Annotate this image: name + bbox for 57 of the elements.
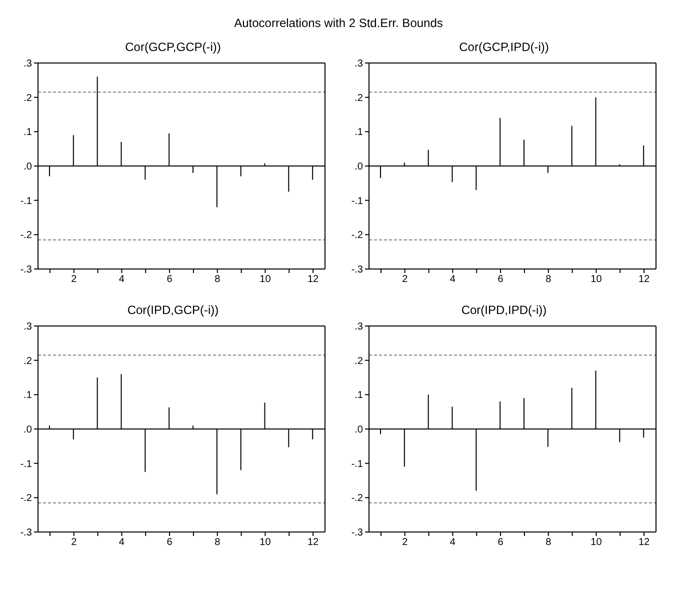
x-tick-label: 6 xyxy=(166,537,173,548)
y-tick-label: -.3 xyxy=(351,528,364,539)
x-tick-label: 2 xyxy=(71,274,78,286)
y-tick-label: -.2 xyxy=(351,230,364,242)
y-tick-label: -.2 xyxy=(20,493,32,504)
y-tick-label: .1 xyxy=(354,127,364,138)
y-tick-label: .2 xyxy=(354,92,364,104)
y-tick-label: -.1 xyxy=(351,196,364,207)
x-tick-label: 12 xyxy=(638,274,650,286)
y-tick-label: -.1 xyxy=(351,458,364,470)
y-tick-label: .3 xyxy=(24,322,32,333)
x-tick-label: 12 xyxy=(307,537,320,548)
x-tick-label: 12 xyxy=(638,537,650,548)
text: Autocorrelations with 2 Std.Err. Bounds xyxy=(234,16,443,30)
y-tick-label: -.1 xyxy=(20,458,32,470)
y-tick-label: .0 xyxy=(24,424,32,436)
x-tick-label: 6 xyxy=(166,274,173,286)
y-tick-label: -.3 xyxy=(20,528,32,539)
x-tick-label: 2 xyxy=(71,537,78,548)
x-tick-label: 4 xyxy=(450,274,456,286)
x-tick-label: 8 xyxy=(214,537,221,548)
x-tick-label: 6 xyxy=(498,537,504,548)
y-tick-label: .3 xyxy=(354,58,364,70)
x-tick-label: 6 xyxy=(498,274,504,286)
x-tick-label: 4 xyxy=(118,537,125,548)
y-tick-label: .0 xyxy=(354,424,364,436)
x-tick-label: 2 xyxy=(402,537,408,548)
y-tick-label: .3 xyxy=(24,58,32,70)
y-tick-label: .2 xyxy=(24,92,32,104)
y-tick-label: .0 xyxy=(354,162,364,173)
y-tick-label: .1 xyxy=(24,390,32,402)
y-tick-label: .1 xyxy=(24,127,32,138)
x-tick-label: 10 xyxy=(260,274,272,286)
x-tick-label: 8 xyxy=(214,274,221,286)
x-tick-label: 10 xyxy=(590,537,602,548)
y-tick-label: .0 xyxy=(24,162,32,173)
y-tick-label: -.2 xyxy=(20,230,32,242)
y-tick-label: -.2 xyxy=(351,493,364,504)
x-tick-label: 12 xyxy=(307,274,320,286)
chart-title: Cor(IPD,GCP(-i)) xyxy=(126,302,220,319)
x-tick-label: 8 xyxy=(546,537,552,548)
y-tick-label: .3 xyxy=(354,322,364,333)
y-tick-label: -.1 xyxy=(20,196,32,207)
x-tick-label: 2 xyxy=(402,274,408,286)
y-tick-label: .2 xyxy=(24,356,32,367)
y-tick-label: .1 xyxy=(354,390,364,402)
chart-title: Cor(GCP,IPD(-i)) xyxy=(458,39,550,56)
y-tick-label: .2 xyxy=(354,356,364,367)
chart-title: Cor(IPD,IPD(-i)) xyxy=(460,302,548,319)
x-tick-label: 4 xyxy=(450,537,456,548)
y-tick-label: -.3 xyxy=(351,264,364,276)
y-tick-label: -.3 xyxy=(20,264,32,276)
chart-title: Cor(GCP,GCP(-i)) xyxy=(124,39,222,56)
x-tick-label: 8 xyxy=(546,274,552,286)
x-tick-label: 10 xyxy=(260,537,272,548)
x-tick-label: 4 xyxy=(118,274,125,286)
x-tick-label: 10 xyxy=(590,274,602,286)
